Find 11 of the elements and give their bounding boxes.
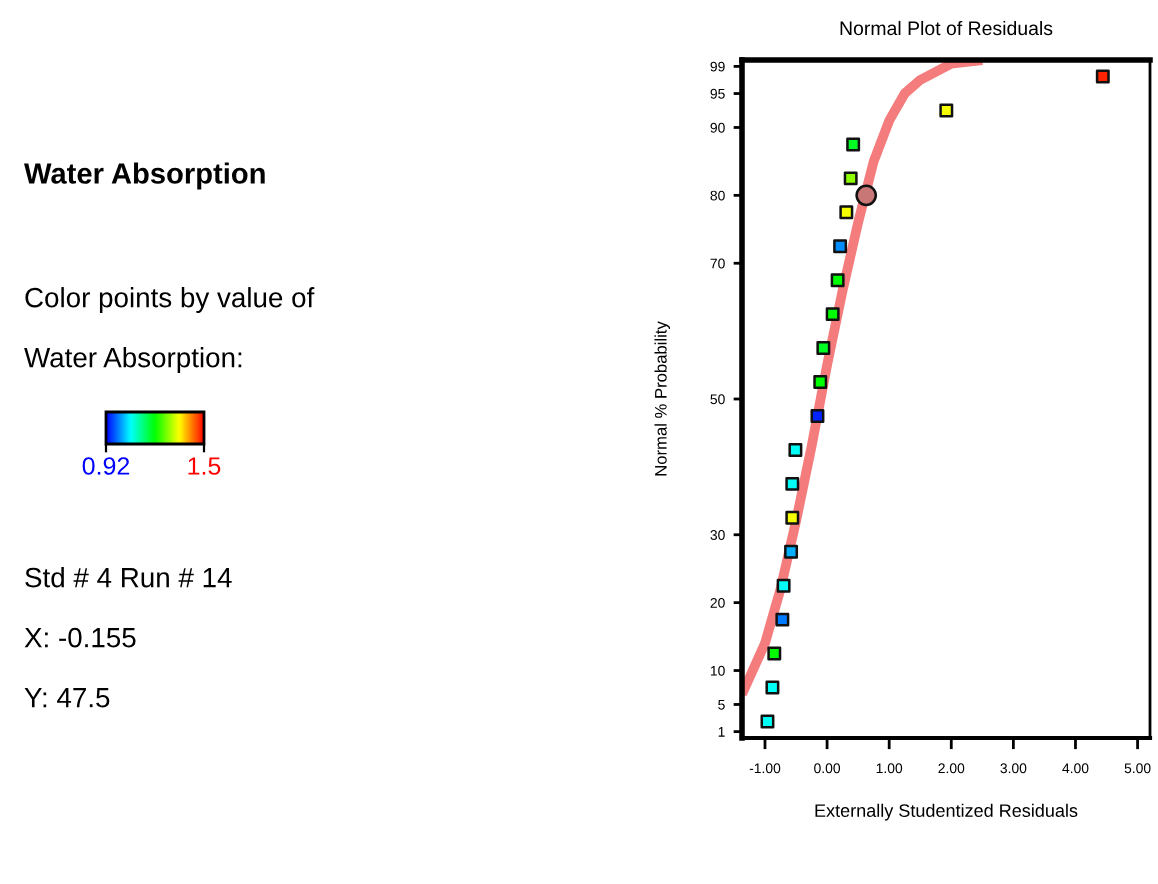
color-bar-label: 0.92 [82, 457, 130, 475]
text: Std # 4 Run # 14 [25, 567, 232, 588]
x-axis-title: Externally Studentized Residuals [815, 803, 1078, 821]
text: X: -0.155 [24, 627, 136, 648]
text: Color points by value of Water Absorption: [24, 287, 315, 373]
text: Y: 47.5 [24, 688, 110, 708]
y-axis-title: Normal % Probability [654, 321, 670, 476]
text: Water Absorption [24, 162, 265, 190]
color-bar-label: 1.5 [188, 457, 221, 475]
point [855, 184, 878, 207]
chart-title: Normal Plot of Residuals [840, 20, 1053, 36]
